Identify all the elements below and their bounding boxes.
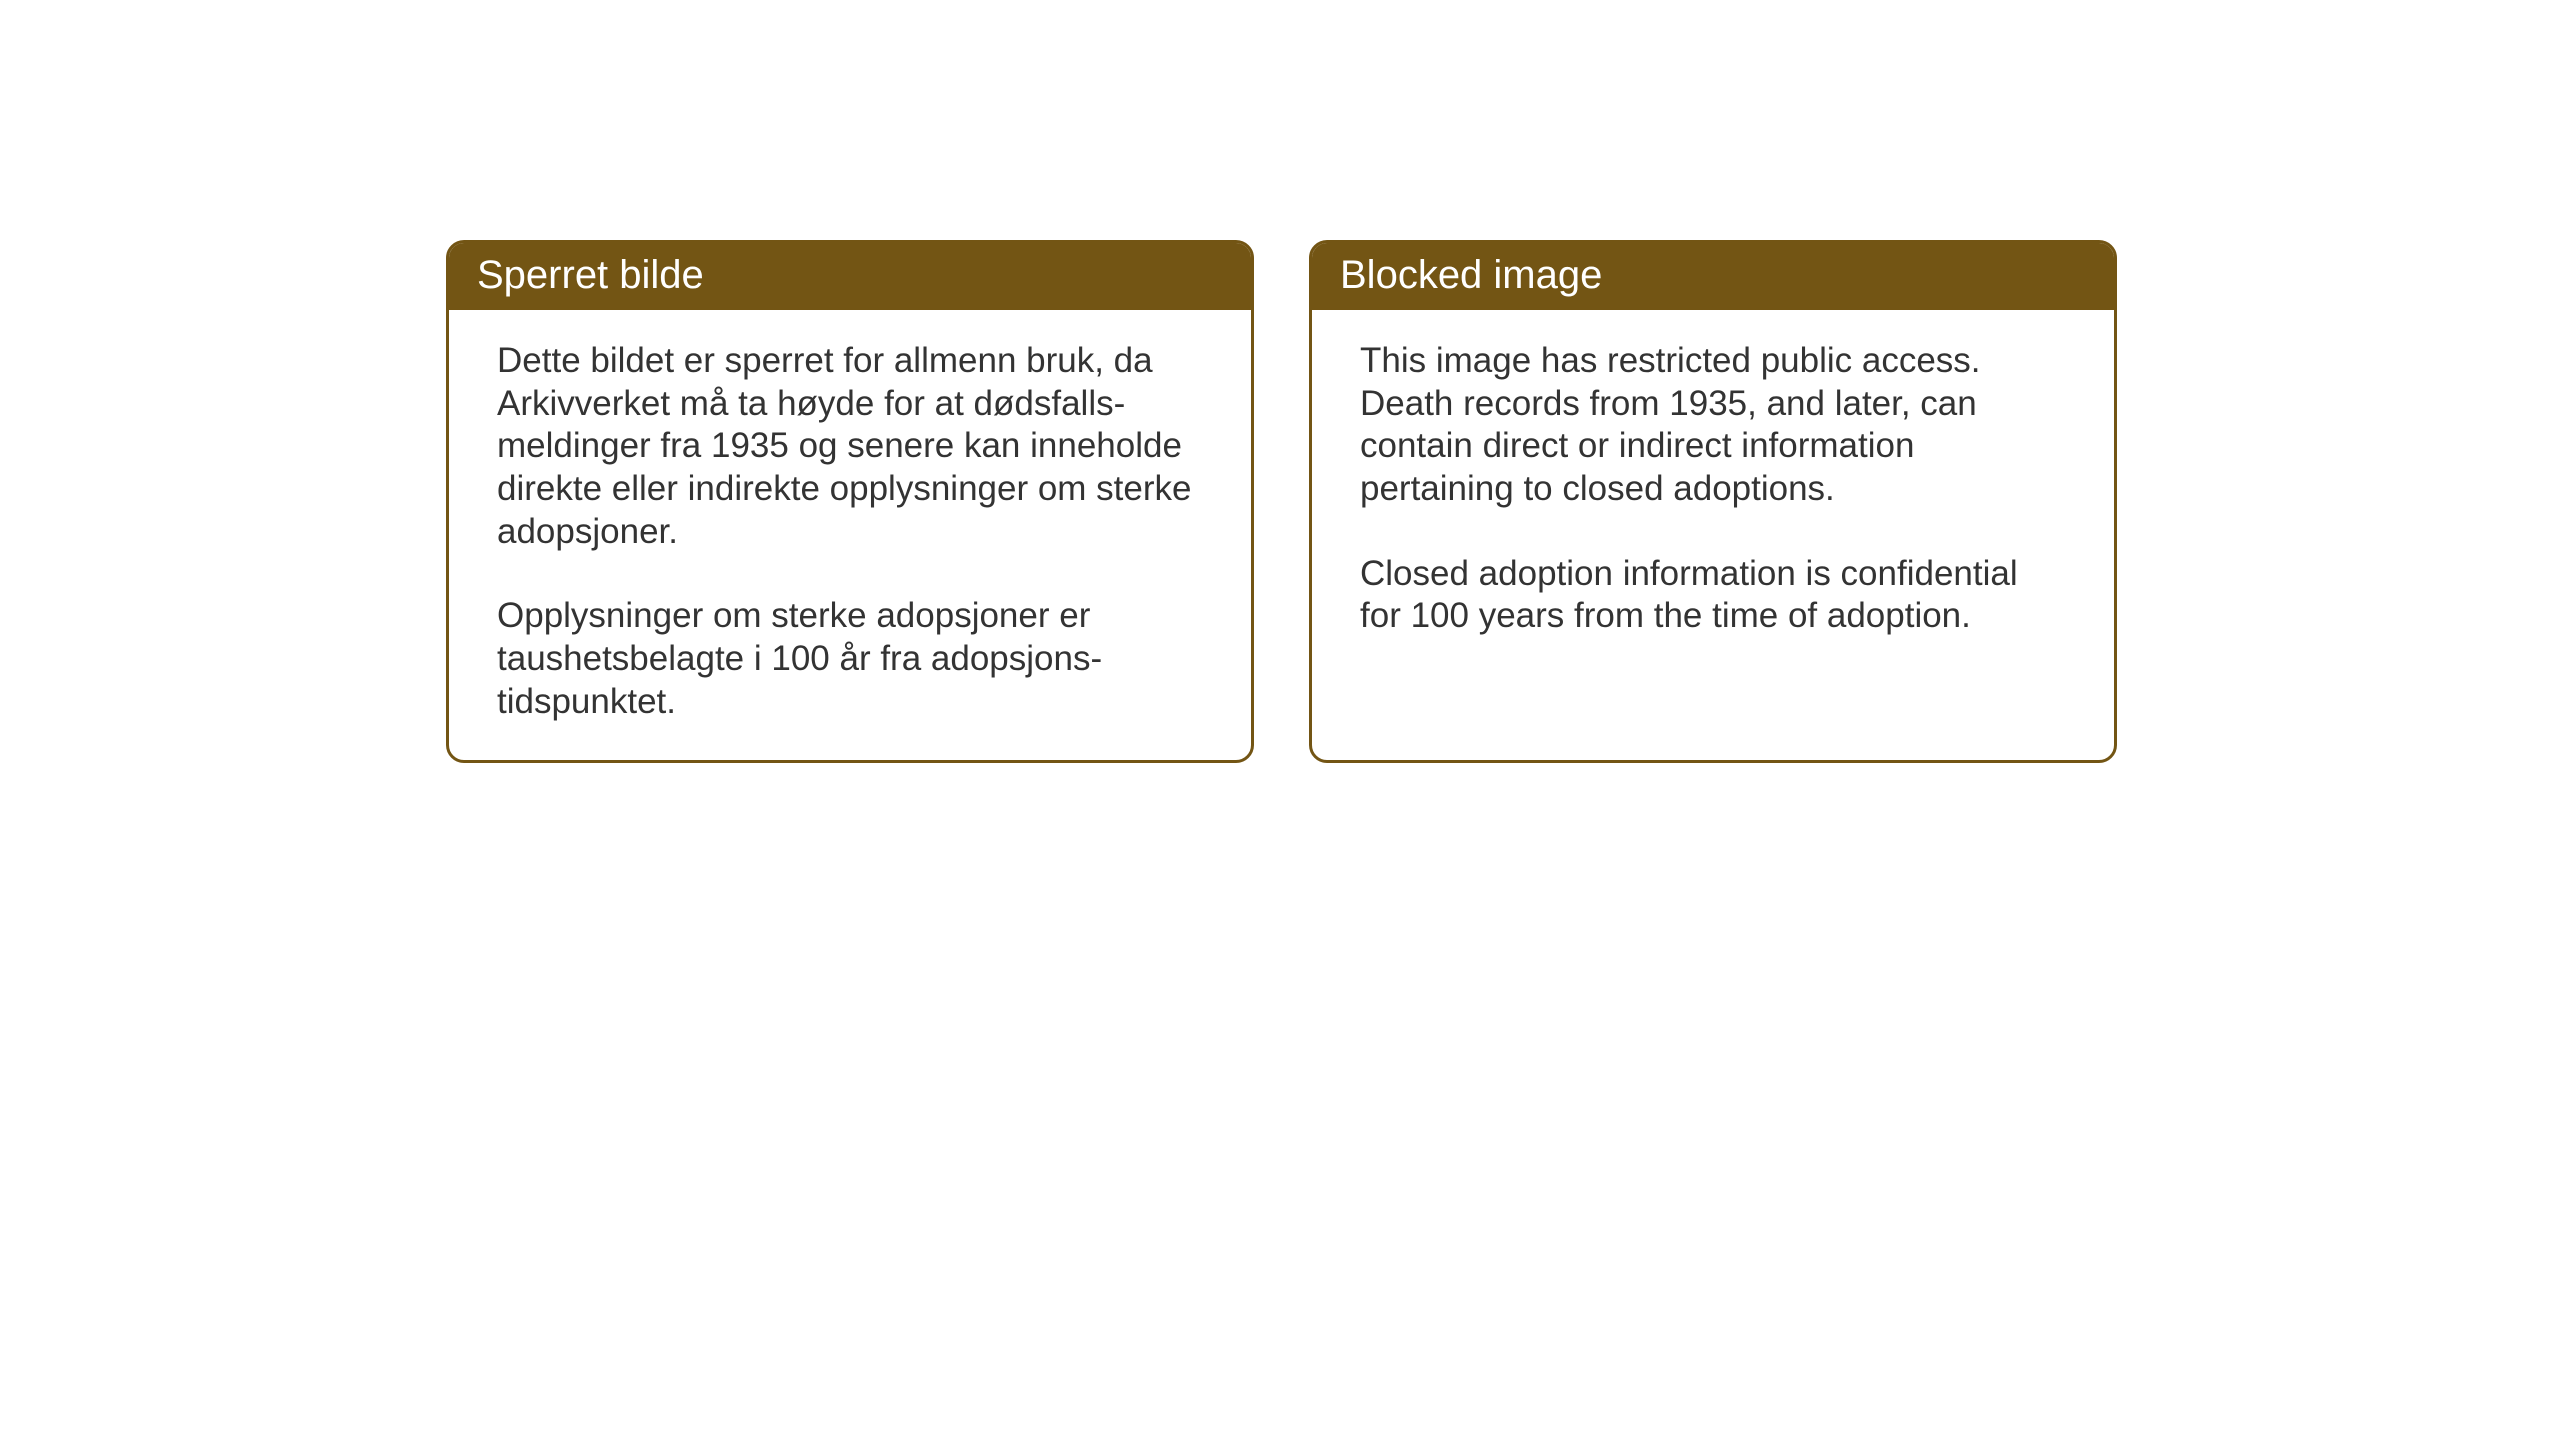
- info-box-norwegian: Sperret bilde Dette bildet er sperret fo…: [446, 240, 1254, 763]
- info-box-header-norwegian: Sperret bilde: [449, 243, 1251, 310]
- info-paragraph-2-english: Closed adoption information is confident…: [1360, 553, 2066, 638]
- info-paragraph-1-english: This image has restricted public access.…: [1360, 340, 2066, 511]
- info-box-header-english: Blocked image: [1312, 243, 2114, 310]
- info-paragraph-1-norwegian: Dette bildet er sperret for allmenn bruk…: [497, 340, 1203, 553]
- info-boxes-container: Sperret bilde Dette bildet er sperret fo…: [446, 240, 2117, 763]
- info-box-body-norwegian: Dette bildet er sperret for allmenn bruk…: [449, 310, 1251, 760]
- info-box-body-english: This image has restricted public access.…: [1312, 310, 2114, 718]
- info-box-english: Blocked image This image has restricted …: [1309, 240, 2117, 763]
- info-paragraph-2-norwegian: Opplysninger om sterke adopsjoner er tau…: [497, 595, 1203, 723]
